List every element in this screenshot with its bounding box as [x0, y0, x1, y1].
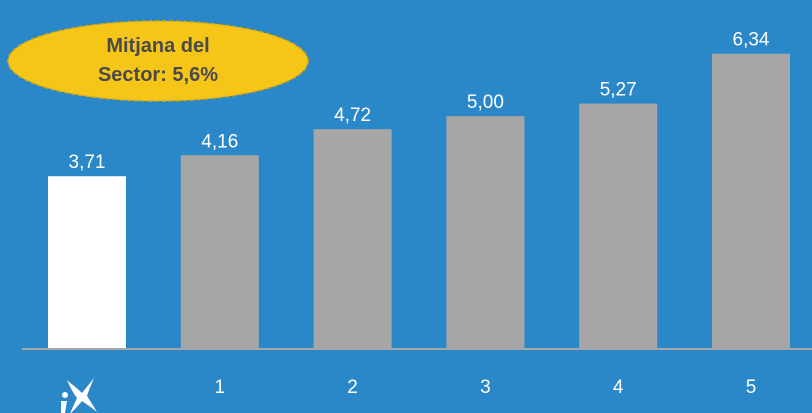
bar-0 [48, 176, 126, 349]
value-label-1: 4,16 [201, 131, 238, 152]
sector-average-badge: Mitjana del Sector: 5,6% [7, 20, 309, 102]
category-label-3: 3 [480, 377, 491, 398]
category-labels-group: 1 2 3 4 5 [215, 377, 757, 398]
category-label-1: 1 [215, 377, 226, 398]
star-logo-icon [61, 378, 97, 413]
category-label-4: 4 [613, 377, 624, 398]
bars-group [48, 53, 790, 350]
category-label-5: 5 [746, 377, 757, 398]
bar-2 [313, 129, 392, 349]
bar-4 [579, 103, 658, 349]
category-label-2: 2 [347, 377, 358, 398]
bar-5 [712, 53, 790, 349]
value-label-0: 3,71 [69, 152, 106, 173]
value-labels-group: 3,71 4,16 4,72 5,00 5,27 6,34 [69, 30, 770, 173]
badge-line-2: Sector: 5,6% [98, 64, 218, 86]
bar-3 [446, 116, 525, 350]
value-label-3: 5,00 [467, 92, 504, 113]
value-label-2: 4,72 [334, 105, 371, 126]
value-label-4: 5,27 [600, 80, 637, 101]
value-label-5: 6,34 [733, 30, 770, 51]
bar-1 [180, 155, 259, 349]
badge-line-1: Mitjana del [106, 35, 209, 57]
